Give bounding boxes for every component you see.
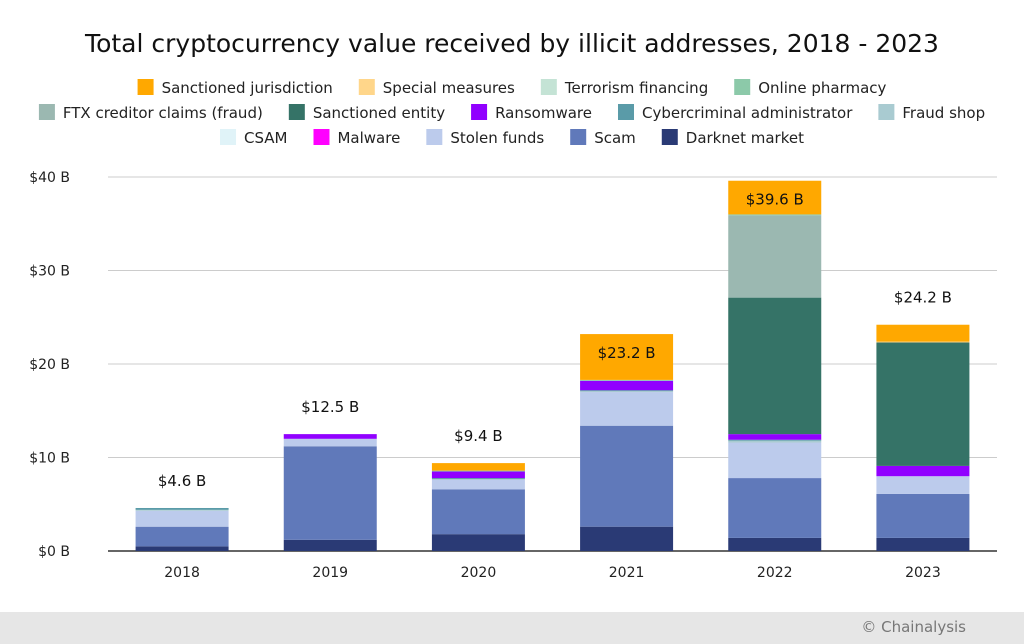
- bar-segment: [580, 391, 674, 393]
- bar-segment: [728, 214, 822, 216]
- x-tick-label: 2019: [312, 565, 348, 581]
- bar-segment: [876, 324, 970, 342]
- legend-swatch: [570, 129, 587, 145]
- y-tick-label: $20 B: [29, 357, 70, 373]
- bar-segment: [431, 479, 525, 490]
- bar-segment: [580, 390, 674, 392]
- bar-segment: [876, 476, 970, 494]
- x-tick-label: 2021: [609, 565, 645, 581]
- x-tick-label: 2018: [164, 565, 200, 581]
- legend-swatch: [288, 104, 305, 120]
- legend-label: Fraud shop: [902, 104, 985, 122]
- bar-segment: [876, 465, 970, 477]
- legend-swatch: [220, 129, 237, 145]
- legend-swatch: [137, 79, 154, 95]
- x-tick-label: 2020: [461, 565, 497, 581]
- total-data-label: $4.6 B: [158, 472, 206, 490]
- bar-segment: [876, 342, 970, 466]
- bar-segment: [431, 470, 525, 472]
- y-tick-label: $10 B: [29, 451, 70, 467]
- bar-segment: [580, 526, 674, 551]
- y-tick-label: $0 B: [38, 544, 70, 560]
- bar-segment: [876, 341, 970, 343]
- bar-segment: [728, 440, 822, 443]
- legend-label: Ransomware: [495, 104, 592, 122]
- legend-label: FTX creditor claims (fraud): [63, 104, 263, 122]
- bar-segment: [283, 539, 377, 551]
- legend-label: Special measures: [383, 79, 515, 97]
- legend-label: Darknet market: [686, 129, 804, 147]
- total-data-label: $23.2 B: [598, 344, 656, 362]
- bar-segment: [283, 438, 377, 447]
- legend-label: Sanctioned entity: [313, 104, 445, 122]
- legend-label: CSAM: [244, 129, 287, 147]
- bar-segment: [580, 425, 674, 527]
- legend-swatch: [426, 129, 443, 145]
- bar-segment: [580, 380, 674, 391]
- bar-segment: [580, 379, 674, 381]
- bar-segment: [431, 471, 525, 479]
- legend-label: Terrorism financing: [564, 79, 708, 97]
- bar-segment: [728, 439, 822, 441]
- bar-segment: [431, 478, 525, 480]
- legend-label: Online pharmacy: [758, 79, 886, 97]
- bar-segment: [728, 180, 822, 215]
- legend-label: Malware: [337, 129, 400, 147]
- legend-label: Stolen funds: [450, 129, 544, 147]
- bar-segment: [728, 478, 822, 538]
- bar-segment: [580, 334, 674, 380]
- total-data-label: $12.5 B: [301, 398, 359, 416]
- chart-title: Total cryptocurrency value received by i…: [84, 29, 939, 58]
- x-tick-label: 2022: [757, 565, 793, 581]
- total-data-label: $39.6 B: [746, 191, 804, 209]
- bar-segment: [431, 489, 525, 535]
- legend-label: Scam: [594, 129, 636, 147]
- bar-segment: [283, 434, 377, 439]
- bar-segment: [580, 392, 674, 426]
- legend-label: Cybercriminal administrator: [642, 104, 853, 122]
- bar-segment: [431, 463, 525, 471]
- legend-swatch: [878, 104, 895, 120]
- legend-swatch: [471, 104, 488, 120]
- y-tick-label: $40 B: [29, 170, 70, 186]
- bar-segment: [135, 546, 229, 551]
- bar-segment: [431, 479, 525, 480]
- footer: © Chainalysis: [0, 612, 1024, 644]
- bar-segment: [876, 493, 970, 538]
- copyright-credit: © Chainalysis: [861, 618, 966, 636]
- bar-segment: [728, 442, 822, 479]
- bar-segment: [728, 537, 822, 551]
- bar-segment: [876, 537, 970, 551]
- bar-segment: [135, 510, 229, 527]
- bar-segment: [135, 509, 229, 511]
- bar-segment: [728, 434, 822, 440]
- legend-swatch: [358, 79, 375, 95]
- bar-segment: [431, 534, 525, 551]
- bar-segment: [135, 507, 229, 510]
- bar-segment: [728, 215, 822, 298]
- legend-swatch: [540, 79, 557, 95]
- legend-swatch: [734, 79, 751, 95]
- bar-segment: [135, 526, 229, 547]
- legend-label: Sanctioned jurisdiction: [162, 79, 333, 97]
- x-tick-label: 2023: [905, 565, 941, 581]
- bar-segment: [728, 297, 822, 435]
- legend-swatch: [38, 104, 55, 120]
- legend-swatch: [661, 129, 678, 145]
- bar-segment: [283, 446, 377, 540]
- stacked-bar-chart: Total cryptocurrency value received by i…: [29, 29, 997, 581]
- y-tick-label: $30 B: [29, 264, 70, 280]
- total-data-label: $24.2 B: [894, 289, 952, 307]
- legend-swatch: [313, 129, 330, 145]
- legend-swatch: [617, 104, 634, 120]
- total-data-label: $9.4 B: [454, 427, 502, 445]
